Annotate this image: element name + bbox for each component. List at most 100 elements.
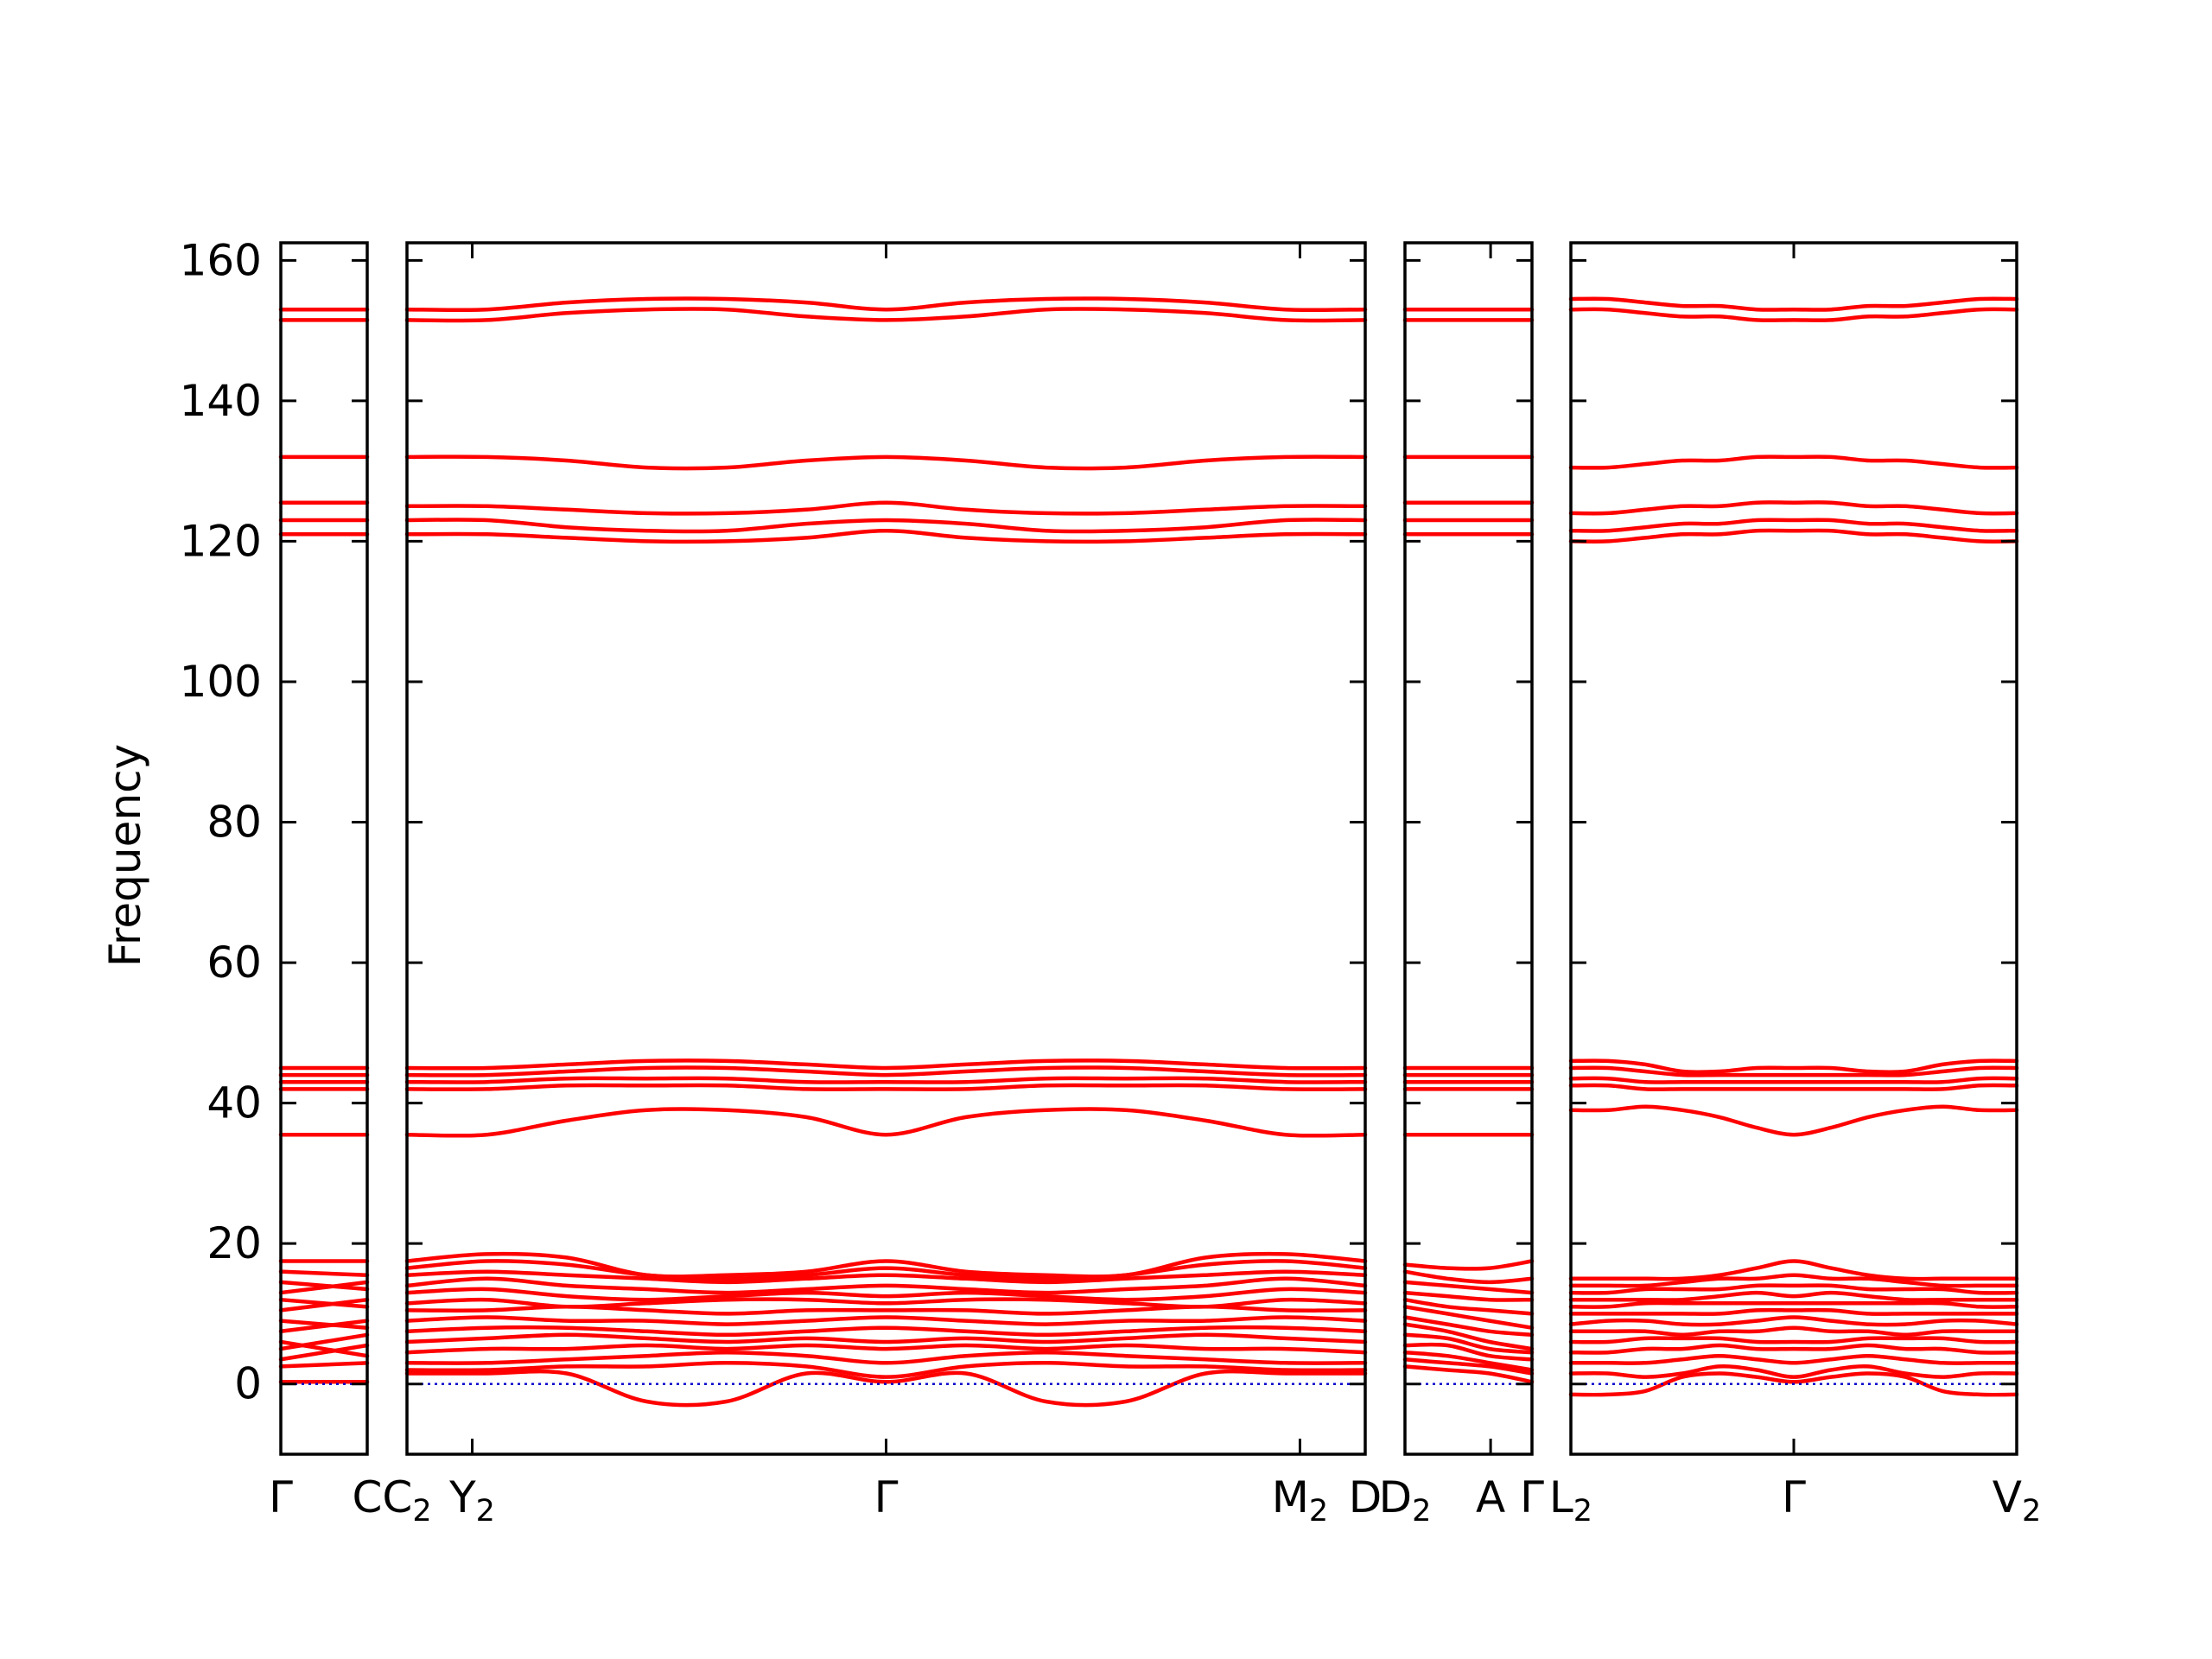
- x-tick-label-text: M: [1272, 1472, 1309, 1522]
- x-tick-label: A: [1476, 1472, 1505, 1522]
- band-line-19: [404, 1058, 1368, 1071]
- band-line-21: [404, 518, 1368, 534]
- band-line-7: [1402, 1315, 1535, 1338]
- band-line-2: [1402, 1357, 1535, 1376]
- band-line-11: [1402, 1280, 1535, 1295]
- band-line-12: [278, 1269, 370, 1277]
- band-line-23: [1568, 307, 2019, 322]
- panel-frame: [279, 241, 369, 1456]
- band-line-11: [1568, 1283, 2019, 1295]
- x-tick-label-subscript: 2: [2022, 1494, 2041, 1529]
- x-tick-label: Γ: [1520, 1472, 1544, 1522]
- band-line-15: [1568, 1083, 2019, 1091]
- x-tick-label: Y2: [448, 1472, 495, 1529]
- x-tick-label: C: [353, 1472, 383, 1522]
- band-line-6: [1568, 1325, 2019, 1338]
- x-tick-label: Γ: [1782, 1472, 1806, 1522]
- band-line-10: [404, 1287, 1368, 1302]
- panel-3: D2 A Γ: [1379, 241, 1544, 1529]
- band-line-25: [404, 296, 1368, 313]
- y-tick-label: 80: [207, 798, 262, 848]
- band-line-12: [1568, 1273, 2019, 1288]
- band-lines: [1568, 296, 2019, 1397]
- x-tick-label-text: Γ: [269, 1472, 293, 1522]
- band-line-24: [1568, 296, 2019, 312]
- x-tick-label-subscript: 2: [476, 1494, 495, 1529]
- x-tick-label-subscript: 2: [1573, 1494, 1592, 1529]
- band-line-8: [1402, 1305, 1535, 1330]
- panel-frame: [1403, 241, 1534, 1456]
- band-line-9: [404, 1297, 1368, 1309]
- band-line-18: [404, 1065, 1368, 1077]
- band-line-21: [1568, 500, 2019, 516]
- x-tick-label-text: D: [1379, 1472, 1413, 1522]
- band-line-6: [1402, 1322, 1535, 1351]
- band-line-2: [404, 1361, 1368, 1379]
- x-tick-label: Γ: [874, 1472, 899, 1522]
- x-tick-label: D2: [1379, 1472, 1432, 1529]
- band-lines: [278, 307, 370, 1384]
- band-line-13: [1402, 1259, 1535, 1271]
- x-tick-label: M2: [1272, 1472, 1328, 1529]
- panel-frame: [405, 241, 1367, 1456]
- band-line-22: [404, 500, 1368, 516]
- band-line-13: [404, 1259, 1368, 1281]
- band-line-5: [278, 1339, 370, 1358]
- band-line-23: [404, 454, 1368, 471]
- y-tick-label: 100: [180, 657, 262, 707]
- band-line-17: [1568, 1065, 2019, 1077]
- y-tick-label: 140: [180, 376, 262, 426]
- band-line-9: [1568, 1300, 2019, 1309]
- x-tick-label: L2: [1549, 1472, 1592, 1529]
- band-line-12: [1402, 1269, 1535, 1285]
- band-line-5: [404, 1332, 1368, 1344]
- band-line-8: [404, 1305, 1368, 1316]
- band-line-4: [278, 1332, 370, 1351]
- band-line-7: [278, 1319, 370, 1330]
- band-line-13: [1568, 1259, 2019, 1281]
- panels: Γ C C2 Y2 Γ M2 DD2 A Γ L2 Γ V2: [269, 241, 2041, 1529]
- x-tick-label-text: V: [1993, 1472, 2022, 1522]
- band-line-15: [404, 1107, 1368, 1138]
- band-line-4: [1402, 1342, 1535, 1362]
- panel-4: L2 Γ V2: [1549, 241, 2041, 1529]
- band-line-8: [1568, 1307, 2019, 1316]
- band-line-9: [1402, 1297, 1535, 1316]
- band-line-7: [1568, 1315, 2019, 1327]
- band-line-24: [404, 307, 1368, 323]
- band-line-5: [1568, 1336, 2019, 1344]
- y-tick-label: 20: [207, 1218, 262, 1268]
- band-line-16: [1568, 1076, 2019, 1084]
- band-line-17: [404, 1076, 1368, 1084]
- y-tick-label: 0: [234, 1359, 262, 1409]
- band-line-5: [1402, 1332, 1535, 1355]
- y-tick-label: 40: [207, 1078, 262, 1128]
- band-line-1: [1568, 1371, 2019, 1397]
- y-tick-labels: 0 20 40 60 80 100 120 140 160: [180, 235, 262, 1408]
- band-line-11: [404, 1276, 1368, 1295]
- x-tick-label-text: A: [1476, 1472, 1505, 1522]
- band-line-16: [404, 1083, 1368, 1091]
- band-line-2: [1568, 1364, 2019, 1379]
- band-line-14: [404, 1251, 1368, 1279]
- band-line-1: [404, 1369, 1368, 1408]
- band-line-3: [1402, 1350, 1535, 1372]
- x-tick-label-subscript: 2: [1412, 1494, 1431, 1529]
- x-tick-label-text: Γ: [1520, 1472, 1544, 1522]
- band-line-20: [1568, 518, 2019, 533]
- band-line-14: [1568, 1104, 2019, 1137]
- y-tick-label: 120: [180, 516, 262, 566]
- x-tick-label-subscript: 2: [1309, 1494, 1328, 1529]
- x-tick-label-text: Y: [448, 1472, 476, 1522]
- band-line-20: [404, 528, 1368, 544]
- y-tick-label: 160: [180, 235, 262, 285]
- x-tick-label-text: D: [1349, 1472, 1382, 1522]
- x-tick-label-text: Γ: [1782, 1472, 1806, 1522]
- band-line-3: [1568, 1353, 2019, 1365]
- band-line-2: [278, 1361, 370, 1369]
- band-line-12: [404, 1269, 1368, 1285]
- band-line-4: [404, 1343, 1368, 1355]
- x-tick-label-text: L: [1549, 1472, 1573, 1522]
- band-lines: [1402, 307, 1535, 1384]
